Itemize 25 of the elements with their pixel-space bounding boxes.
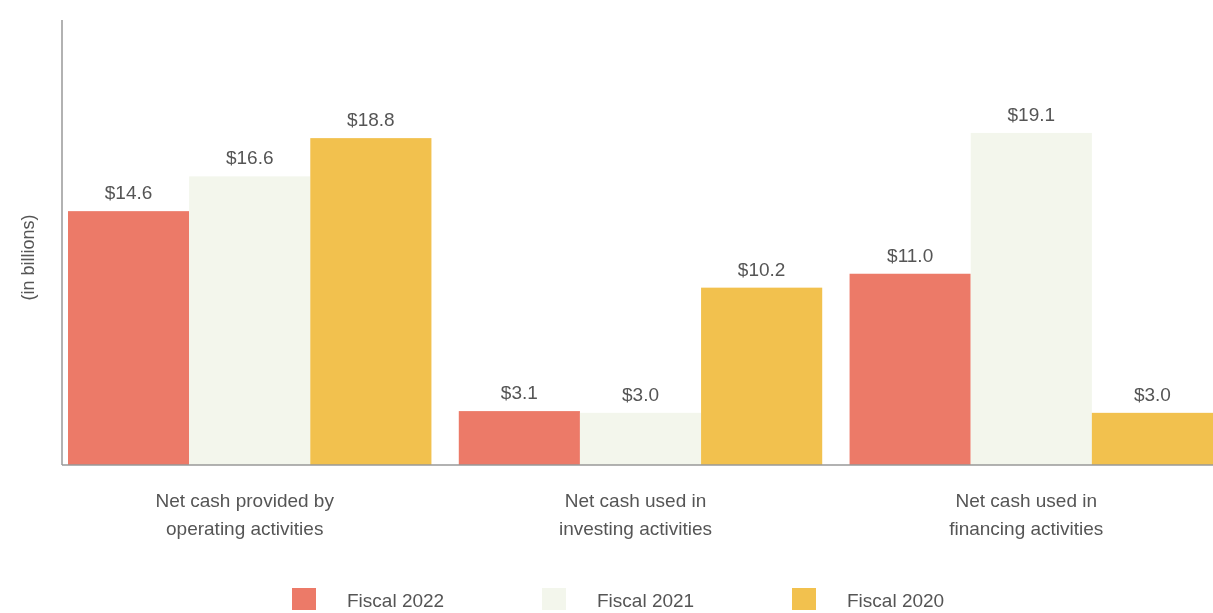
bar	[68, 211, 190, 465]
data-label: $14.6	[104, 182, 153, 204]
bar	[970, 132, 1092, 465]
bar	[310, 138, 432, 465]
data-label: $3.0	[1133, 383, 1171, 405]
legend-label: Fiscal 2022	[347, 590, 445, 611]
bar	[849, 273, 971, 465]
bar	[701, 287, 823, 465]
data-label: $10.2	[737, 258, 786, 280]
x-tick-label: Net cash used in financing activities	[949, 490, 1104, 539]
data-label: $3.1	[500, 382, 538, 404]
bar	[1091, 412, 1213, 465]
bar	[579, 412, 702, 465]
data-label: $3.0	[622, 383, 659, 405]
data-label: $16.6	[225, 147, 274, 169]
legend-label: Fiscal 2020	[847, 590, 945, 611]
x-tick-label: Net cash provided by operating activities	[155, 490, 335, 539]
data-label: $19.1	[1007, 103, 1056, 125]
y-axis-title: (in billions)	[18, 214, 38, 301]
bar	[189, 176, 311, 465]
data-label: $18.8	[347, 109, 395, 131]
bar	[458, 411, 580, 465]
legend-label: Fiscal 2021	[597, 590, 695, 611]
x-tick-label: Net cash used in investing activities	[558, 490, 713, 539]
data-label: $11.0	[887, 244, 934, 266]
